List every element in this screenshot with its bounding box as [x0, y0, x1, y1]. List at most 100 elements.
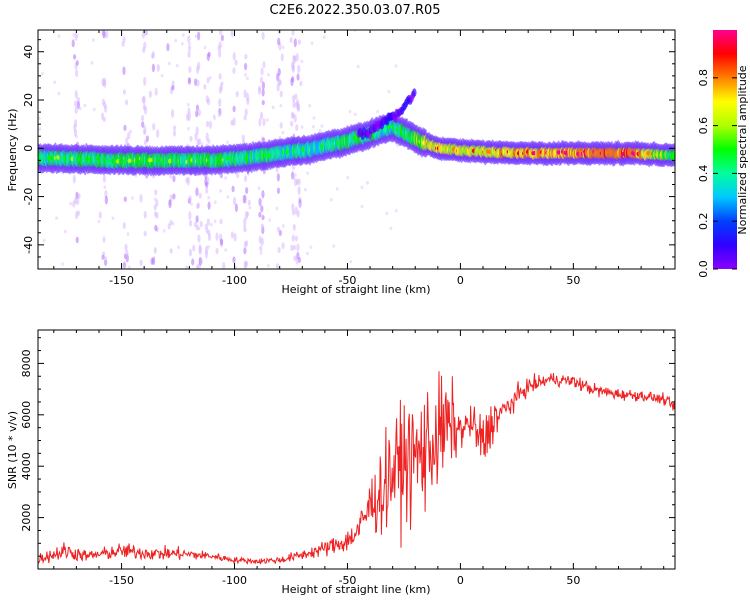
spectrogram-speckle — [122, 222, 126, 230]
spectrogram-speckle — [262, 118, 266, 127]
spectrogram-speckle — [74, 89, 78, 99]
spectrogram-speckle — [261, 81, 266, 90]
spectrogram-speckle — [150, 257, 154, 265]
spectrogram-speckle — [297, 185, 301, 195]
spectrogram-speckle — [322, 35, 326, 40]
colorbar: 0.0 0.2 0.4 0.6 0.8 Normalized spectral ampl… — [697, 30, 749, 278]
spectrogram-speckle — [312, 116, 316, 120]
spectrogram-cell — [225, 156, 230, 161]
spectrogram-speckle — [41, 71, 44, 76]
spectrogram-speckle — [231, 121, 234, 125]
spectrogram-speckle — [38, 116, 41, 120]
spectrogram-speckle — [244, 260, 248, 267]
spectrogram-speckle — [231, 185, 235, 193]
spectrogram-speckle — [204, 250, 208, 259]
spectrogram-speckle — [360, 185, 364, 190]
spectrogram-speckle — [74, 211, 79, 220]
spectrogram-speckle — [244, 53, 248, 60]
spectrogram-speckle — [74, 69, 79, 78]
spectrogram-speckle — [220, 81, 224, 86]
spectrogram-speckle — [103, 185, 107, 190]
spectrogram-xtick-label: 0 — [457, 274, 464, 287]
spectrogram-speckle — [268, 218, 272, 222]
spectrogram-speckle — [290, 120, 294, 127]
spectrogram-speckle — [166, 43, 170, 52]
spectrogram-speckle — [276, 173, 280, 182]
spectrogram-speckle — [215, 247, 219, 255]
spectrogram-speckle — [75, 134, 79, 139]
spectrogram-speckle — [76, 197, 80, 206]
spectrogram-speckle — [219, 172, 223, 179]
snr-ticks: -150 -100 -50 0 50 2000 4000 6000 8000 — [20, 330, 675, 587]
spectrogram-speckle — [219, 30, 223, 36]
spectrogram-speckle — [169, 248, 173, 254]
spectrogram-speckle — [196, 202, 201, 209]
spectrogram-speckle — [353, 112, 357, 117]
colorbar-tick-label: 0.6 — [697, 117, 710, 135]
spectrogram-speckle — [232, 105, 236, 113]
spectrogram-ytick-label: 40 — [22, 45, 35, 59]
spectrogram-speckle — [306, 171, 310, 176]
spectrogram-speckle — [69, 201, 72, 206]
spectrogram-speckle — [153, 204, 157, 211]
spectrogram-speckle — [298, 203, 302, 208]
spectrogram-cell — [354, 135, 359, 141]
spectrogram-xtick-label: 50 — [566, 274, 580, 287]
spectrogram-speckle — [308, 103, 312, 108]
spectrogram-speckle — [262, 61, 266, 69]
spectrogram-speckle — [98, 211, 102, 219]
spectrogram-speckle — [376, 109, 379, 114]
spectrogram-speckle — [206, 77, 210, 84]
spectrogram-speckle — [296, 73, 300, 81]
spectrogram-speckle — [280, 53, 284, 62]
spectrogram-speckle — [172, 130, 177, 137]
spectrogram-speckle — [260, 67, 264, 76]
spectrogram-speckle — [121, 41, 125, 47]
spectrogram-speckle — [236, 172, 240, 179]
spectrogram-speckle — [258, 211, 262, 218]
spectrogram-speckle — [208, 120, 212, 130]
spectrogram-speckle — [217, 45, 221, 51]
spectrogram-speckle — [105, 30, 109, 39]
spectrogram-speckle — [244, 228, 247, 232]
spectrogram-speckle — [297, 64, 301, 74]
spectrogram-speckle — [262, 137, 266, 144]
spectrogram-speckle — [300, 125, 304, 129]
spectrogram-speckle — [203, 83, 207, 90]
spectrogram-speckle — [195, 65, 200, 74]
spectrogram-speckle — [125, 249, 129, 259]
spectrogram-speckle — [232, 256, 236, 264]
spectrogram-speckle — [306, 251, 309, 256]
spectrogram-panel: -150 -100 -50 0 50 -40 -20 0 20 40 Height of stra… — [6, 29, 676, 296]
spectrogram-speckle — [200, 142, 204, 146]
spectrogram-speckle — [190, 202, 193, 206]
spectrogram-speckle — [177, 245, 180, 250]
spectrogram-speckle — [122, 66, 126, 76]
spectrogram-speckle — [91, 38, 95, 42]
spectrogram-speckle — [213, 200, 217, 204]
spectrogram-speckle — [154, 189, 158, 196]
spectrogram-speckle — [167, 223, 171, 230]
spectrogram-speckle — [244, 72, 247, 77]
spectrogram-speckle — [233, 232, 237, 242]
spectrogram-speckle — [156, 129, 160, 138]
spectrogram-cell — [556, 150, 561, 155]
spectrogram-speckle — [168, 199, 172, 209]
spectrogram-speckle — [195, 104, 200, 111]
spectrogram-ylabel: Frequency (Hz) — [6, 109, 19, 192]
spectrogram-speckle — [171, 221, 175, 226]
spectrogram-ytick-label: -40 — [22, 236, 35, 254]
spectrogram-speckle — [261, 88, 265, 97]
spectrogram-speckle — [145, 135, 149, 143]
spectrogram-speckle — [232, 67, 236, 74]
spectrogram-speckle — [332, 244, 336, 248]
spectrogram-speckle — [204, 223, 208, 230]
spectrogram-speckle — [243, 62, 248, 71]
snr-ytick-label: 8000 — [20, 349, 33, 377]
spectrogram-speckle — [194, 34, 198, 39]
spectrogram-speckle — [348, 109, 352, 114]
spectrogram-speckle — [243, 217, 247, 227]
spectrogram-speckle — [292, 223, 296, 231]
spectrogram-speckle — [267, 72, 270, 77]
spectrogram-speckle — [219, 238, 224, 246]
